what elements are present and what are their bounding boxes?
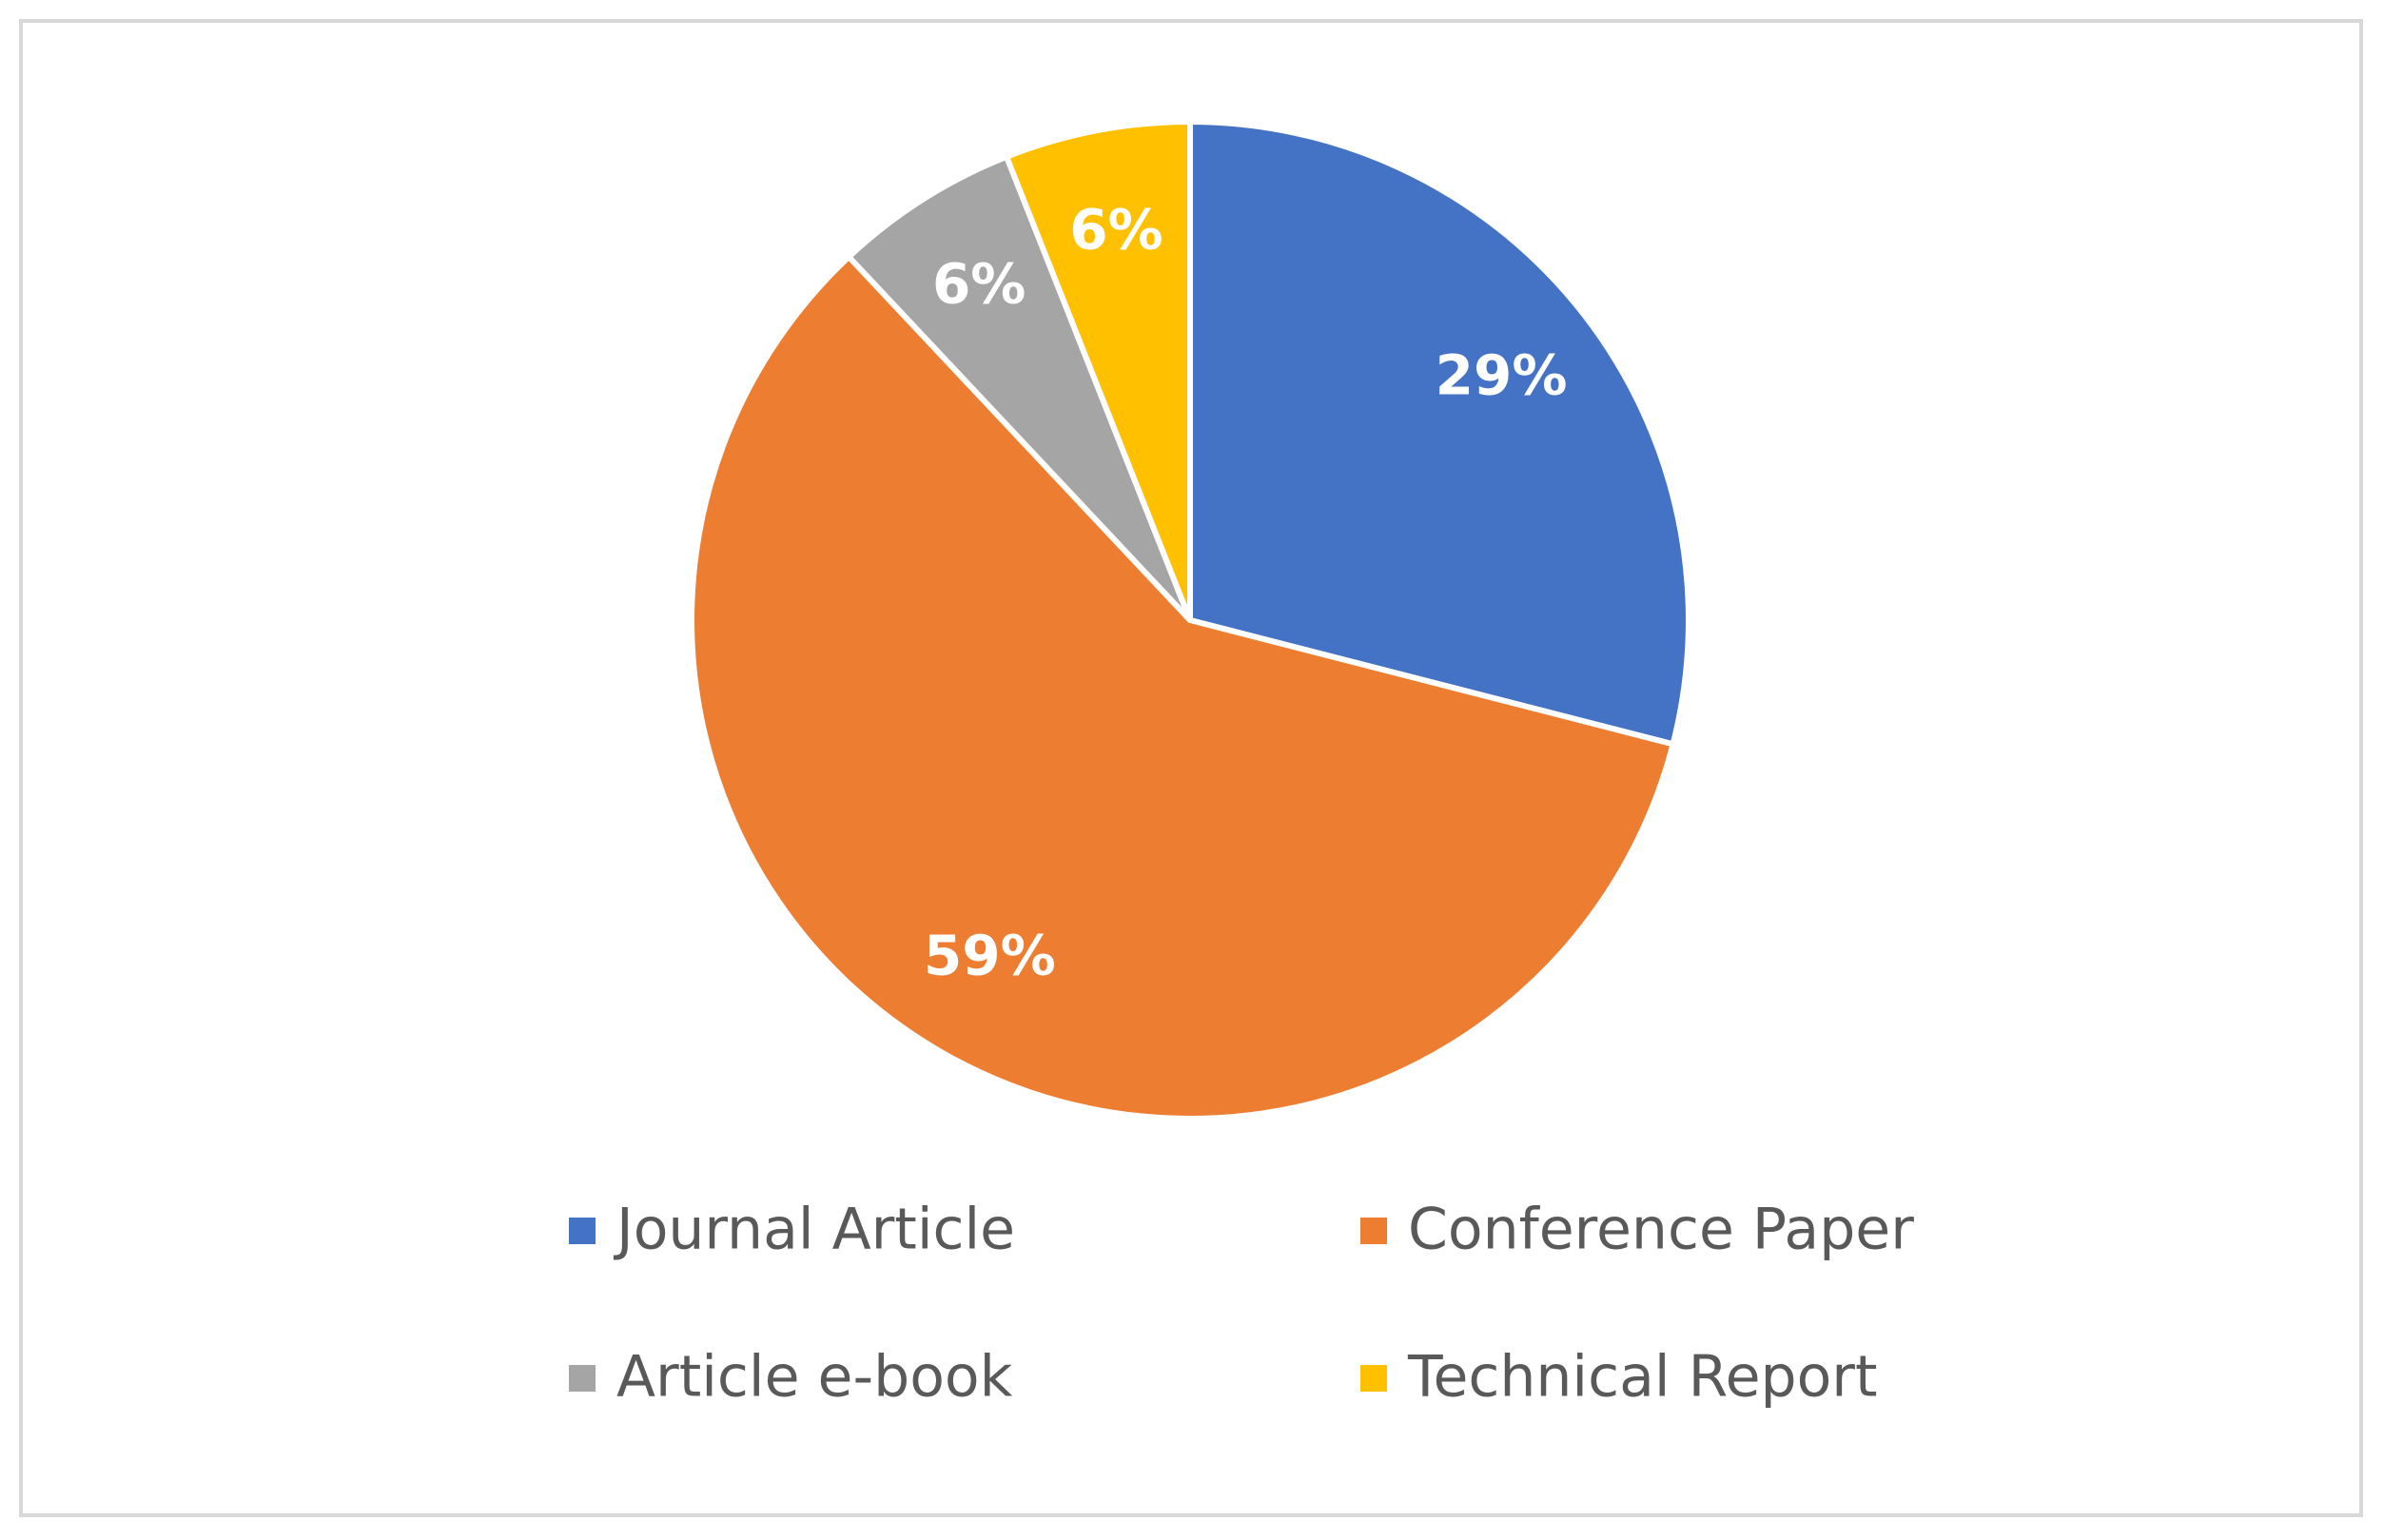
legend-marker <box>569 1218 596 1244</box>
value-label: 6% <box>1069 197 1163 262</box>
value-label: 29% <box>1436 342 1568 407</box>
pie-slice <box>689 252 1677 1121</box>
legend-label: Technical Report <box>1407 1344 1877 1411</box>
legend-label: Article e-book <box>616 1344 1013 1411</box>
legend-marker <box>1360 1218 1387 1244</box>
legend-label: Conference Paper <box>1408 1197 1914 1263</box>
pie-slice <box>1187 118 1692 748</box>
legend-marker <box>569 1365 596 1392</box>
legend-marker <box>1360 1365 1387 1392</box>
legend-label: Journal Article <box>613 1197 1015 1263</box>
value-label: 59% <box>924 923 1056 987</box>
pie-slice <box>845 152 1193 623</box>
pie-slice <box>1003 118 1193 622</box>
value-label: 6% <box>932 252 1026 317</box>
